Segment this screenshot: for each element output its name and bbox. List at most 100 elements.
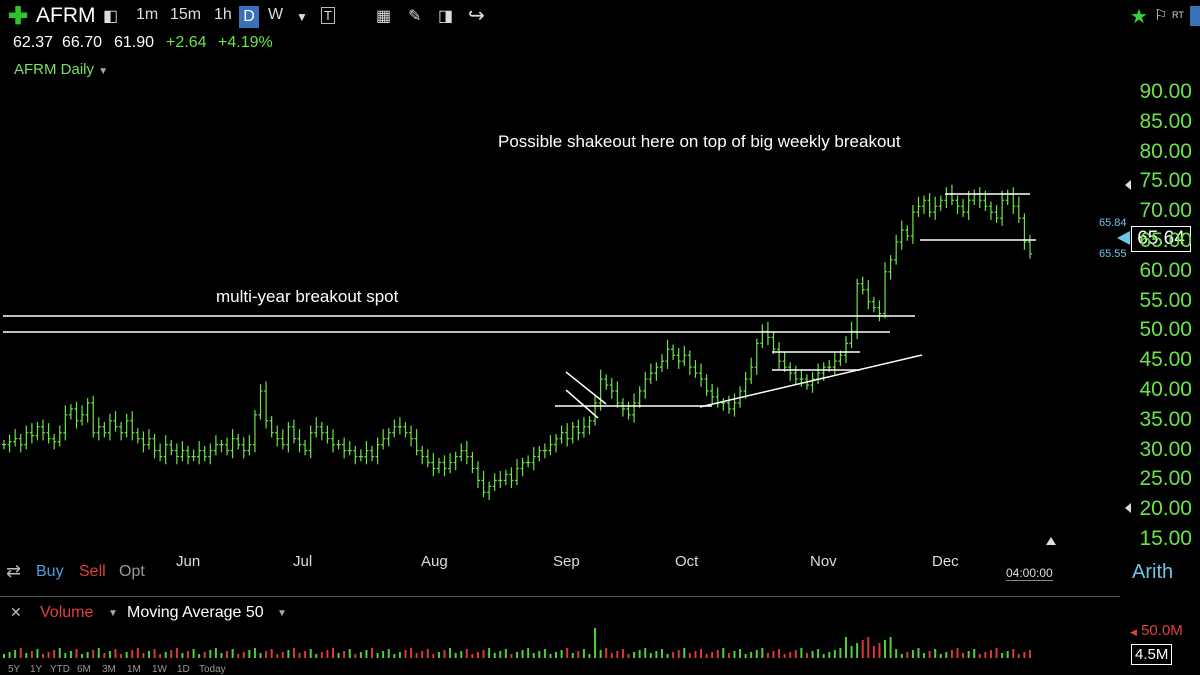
volume-bar	[86, 652, 89, 658]
grid-icon[interactable]: ▦	[376, 8, 392, 25]
scroll-down-triangle	[1125, 503, 1131, 513]
y-tick-label: 45.00	[1139, 348, 1192, 372]
volume-bar	[939, 654, 942, 658]
quote-change: +2.64	[166, 34, 207, 51]
volume-bar	[108, 651, 111, 658]
volume-bar	[817, 649, 820, 658]
range-1d[interactable]: 1D	[177, 664, 190, 675]
rising-trendline	[699, 354, 923, 408]
volume-bar	[259, 653, 262, 658]
time-readout: 04:00:00	[1006, 566, 1053, 581]
range-1m[interactable]: 1M	[127, 664, 141, 675]
volume-bar	[733, 651, 736, 658]
range-today[interactable]: Today	[199, 664, 226, 675]
volume-bar	[64, 653, 67, 658]
volume-bar	[822, 654, 825, 658]
moving-average-label[interactable]: Moving Average 50	[127, 604, 264, 621]
volume-bar	[973, 649, 976, 658]
interval-w[interactable]: W	[268, 6, 284, 23]
volume-bar	[649, 653, 652, 658]
range-bar: 5Y 1Y YTD 6M 3M 1M 1W 1D Today	[0, 660, 1200, 675]
draw-pencil-icon[interactable]: ✎	[408, 8, 422, 25]
volume-bar	[337, 653, 340, 658]
volume-bar	[711, 652, 714, 658]
range-ytd[interactable]: YTD	[50, 664, 70, 675]
range-3m[interactable]: 3M	[102, 664, 116, 675]
chart-title[interactable]: AFRM Daily ▼	[14, 61, 109, 78]
flag-icon[interactable]: ⚐	[1154, 7, 1168, 24]
volume-bar	[571, 653, 574, 658]
volume-chart	[3, 628, 1031, 658]
x-label-aug: Aug	[421, 553, 448, 570]
volume-bar	[309, 649, 312, 658]
volume-bar	[577, 651, 580, 658]
volume-bar	[393, 654, 396, 658]
volume-bar	[900, 654, 903, 658]
toolbar: ✚ AFRM ◧ 1m 15m 1h D W ▼ T ▦ ✎ ◨ ↪ ★ ⚐ R…	[0, 0, 1200, 34]
volume-bar	[493, 653, 496, 658]
share-arrow-icon[interactable]: ↪	[468, 5, 485, 27]
x-label-dec: Dec	[932, 553, 959, 570]
range-6m[interactable]: 6M	[77, 664, 91, 675]
interval-1m[interactable]: 1m	[136, 6, 159, 23]
swap-arrows-icon[interactable]: ⇄	[6, 561, 22, 581]
close-volume-icon[interactable]: ✕	[10, 604, 22, 620]
volume-bar	[521, 650, 524, 658]
layout-icon[interactable]: ◨	[438, 8, 454, 25]
volume-bar	[978, 654, 981, 658]
interval-1h[interactable]: 1h	[214, 6, 232, 23]
volume-bar	[92, 650, 95, 658]
symbol-field[interactable]: AFRM	[36, 4, 96, 27]
range-5y[interactable]: 5Y	[8, 664, 21, 675]
interval-dropdown-icon[interactable]: ▼	[296, 10, 308, 24]
volume-bar	[159, 654, 162, 658]
volume-bar	[750, 652, 753, 658]
volume-max-label: ◀ 50.0M	[1130, 622, 1183, 639]
volume-bar	[839, 648, 842, 658]
price-chart[interactable]	[0, 0, 1200, 600]
volume-bar	[504, 649, 507, 658]
volume-bar	[844, 637, 847, 658]
chart-style-icon[interactable]: ◧	[103, 8, 119, 25]
range-1y[interactable]: 1Y	[30, 664, 43, 675]
volume-bar	[805, 653, 808, 658]
text-tool-icon[interactable]: T	[321, 7, 335, 24]
volume-bar	[36, 649, 39, 658]
volume-bar	[510, 654, 513, 658]
volume-bar	[170, 650, 173, 658]
volume-bar	[700, 649, 703, 658]
volume-dropdown-icon[interactable]: ▼	[108, 608, 118, 619]
volume-bar	[633, 652, 636, 658]
volume-bar	[359, 652, 362, 658]
volume-bar	[58, 648, 61, 658]
volume-bar	[538, 651, 541, 658]
volume-bar	[594, 628, 597, 658]
volume-bar	[292, 648, 295, 658]
range-1w[interactable]: 1W	[152, 664, 167, 675]
volume-bar	[164, 652, 167, 658]
y-tick-label: 70.00	[1139, 199, 1192, 223]
volume-bar	[1029, 650, 1031, 658]
interval-d[interactable]: D	[239, 6, 259, 28]
volume-bar	[677, 650, 680, 658]
sell-button[interactable]: Sell	[79, 563, 106, 580]
buy-button[interactable]: Buy	[36, 563, 64, 580]
volume-bar	[276, 654, 279, 658]
favorite-star-icon[interactable]: ★	[1130, 6, 1148, 28]
volume-bar	[75, 649, 78, 658]
volume-bar	[638, 650, 641, 658]
side-panel-tab[interactable]	[1190, 6, 1200, 26]
opt-button[interactable]: Opt	[119, 563, 145, 580]
volume-bar	[371, 648, 374, 658]
ma-dropdown-icon[interactable]: ▼	[277, 608, 287, 619]
volume-bar	[605, 648, 608, 658]
x-label-oct: Oct	[675, 553, 699, 570]
add-symbol-icon[interactable]: ✚	[8, 3, 29, 30]
volume-label[interactable]: Volume	[40, 604, 94, 621]
y-tick-label: 20.00	[1139, 497, 1192, 521]
interval-15m[interactable]: 15m	[170, 6, 202, 23]
panel-divider	[0, 596, 1120, 597]
scale-mode[interactable]: Arith	[1132, 561, 1174, 583]
volume-bar	[627, 654, 630, 658]
volume-bar	[315, 654, 318, 658]
